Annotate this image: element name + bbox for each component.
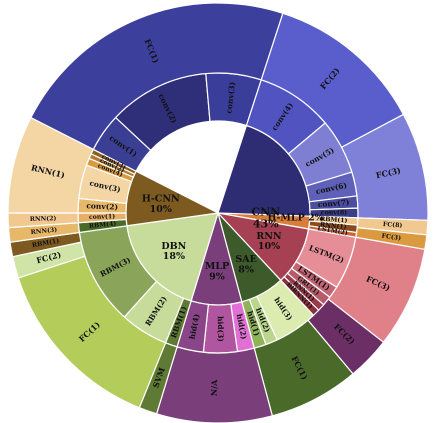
- ring2-label-7: conv(8): [321, 210, 347, 217]
- ring2-label-2: conv(3): [224, 81, 237, 114]
- category-line: H-MLP 2%: [268, 212, 324, 223]
- category-name: RNN: [256, 231, 282, 242]
- ring2-label-9: RNN(1): [320, 221, 347, 231]
- ring2-label-25: RBM(4): [89, 220, 117, 230]
- category-percent: 10%: [150, 204, 172, 215]
- category-label-hcnn: H-CNN 10%: [142, 194, 180, 215]
- ring3-label-4: FC(3): [381, 233, 401, 243]
- ring3-label-3: FC(8): [383, 221, 403, 229]
- ring3-label-14: RNN(2): [30, 215, 57, 223]
- ring2-label-20: hid(3): [216, 316, 225, 342]
- ring3-label-12: RBM(1): [32, 238, 60, 250]
- category-percent: 10%: [258, 241, 280, 252]
- category-label-mlp: MLP 9%: [205, 261, 229, 282]
- category-label-sae: SAE 8%: [235, 254, 256, 275]
- ring2-label-6: conv(7): [317, 198, 349, 209]
- category-name: DBN: [161, 241, 186, 252]
- ring3-label-8: N/A: [209, 379, 219, 396]
- category-percent: 8%: [238, 264, 254, 275]
- ring2-label-8: RBM(1): [320, 216, 348, 225]
- category-label-hmlp: H-MLP 2%: [268, 212, 324, 223]
- category-percent: 43%: [253, 218, 279, 231]
- category-name: H-CNN: [142, 194, 180, 205]
- category-name: SAE: [235, 254, 256, 265]
- category-label-rnn: RNN 10%: [256, 231, 282, 252]
- category-percent: 9%: [209, 272, 225, 283]
- category-label-dbn: DBN 18%: [161, 241, 186, 262]
- segments-layer: [7, 2, 429, 423]
- ring3-segment-15: [7, 116, 95, 214]
- category-label-cnn: CNN 43%: [251, 205, 280, 230]
- category-name: CNN: [251, 205, 280, 218]
- ring2-label-27: conv(2): [86, 201, 118, 212]
- ring2-label-10: LSTM(2): [317, 225, 348, 237]
- category-percent: 18%: [163, 251, 185, 262]
- ring2-label-26: conv(1): [89, 213, 115, 221]
- ring3-label-13: RNN(3): [30, 226, 57, 236]
- category-name: MLP: [205, 261, 229, 272]
